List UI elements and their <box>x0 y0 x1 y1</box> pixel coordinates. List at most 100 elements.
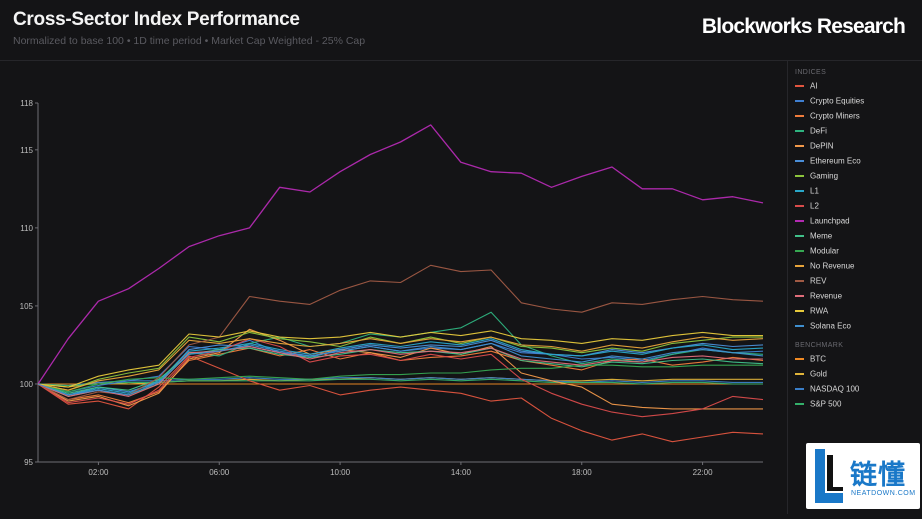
watermark-text-en: NEATDOWN.COM <box>851 490 916 497</box>
legend-item-nasdaq-100[interactable]: NASDAQ 100 <box>795 384 859 396</box>
legend-swatch <box>795 249 804 252</box>
watermark-text-cn: 链懂 <box>850 460 906 490</box>
legend-swatch <box>795 309 804 312</box>
legend-swatch <box>795 387 804 390</box>
series-line-l1 <box>37 338 764 396</box>
legend-swatch <box>795 402 804 405</box>
chart-subtitle: Normalized to base 100 • 1D time period … <box>13 35 366 47</box>
legend-label: Meme <box>810 231 833 241</box>
legend-heading-benchmark: BENCHMARK <box>795 342 844 349</box>
legend-swatch <box>795 234 804 237</box>
series-line-rev <box>37 264 764 401</box>
y-tick-label: 105 <box>20 302 34 311</box>
legend-swatch <box>795 84 804 87</box>
series-line-rwa <box>37 330 763 388</box>
x-tick-label: 18:00 <box>572 468 593 477</box>
legend-swatch <box>795 204 804 207</box>
legend-label: AI <box>810 81 818 91</box>
legend-swatch <box>795 264 804 267</box>
chart-area: 95 100 105 110 115 118 02:00 06:00 10:00 14:00 18:… <box>0 61 786 514</box>
legend-item-crypto-miners[interactable]: Crypto Miners <box>795 111 860 123</box>
legend-label: No Revenue <box>810 261 855 271</box>
legend-label: S&P 500 <box>810 399 842 409</box>
legend-swatch <box>795 357 804 360</box>
legend-item-rev[interactable]: REV <box>795 276 826 288</box>
x-tick-label: 02:00 <box>88 468 109 477</box>
legend-label: Launchpad <box>810 216 850 226</box>
legend-item-revenue[interactable]: Revenue <box>795 291 842 303</box>
legend-label: Modular <box>810 246 839 256</box>
series-line-depin <box>37 328 763 410</box>
legend-label: REV <box>810 276 827 286</box>
neatdown-logo-icon <box>815 449 843 503</box>
legend-item-depin[interactable]: DePIN <box>795 141 834 153</box>
series-line-no-revenue <box>37 336 764 391</box>
y-tick-label: 115 <box>20 146 33 155</box>
x-tick-label: 22:00 <box>693 468 714 477</box>
series-line-revenue <box>37 345 763 397</box>
y-tick-label: 110 <box>20 224 33 233</box>
legend-swatch <box>795 129 804 132</box>
legend-label: DeFi <box>810 126 827 136</box>
legend-item-no-revenue[interactable]: No Revenue <box>795 261 854 273</box>
legend-label: Solana Eco <box>810 321 851 331</box>
legend-label: Ethereum Eco <box>810 156 861 166</box>
legend-item-solana-eco[interactable]: Solana Eco <box>795 321 851 333</box>
legend-swatch <box>795 279 804 282</box>
brand-logo: Blockworks Research <box>701 15 906 38</box>
y-tick-label: 100 <box>20 380 34 389</box>
legend-swatch <box>795 219 804 222</box>
legend-label: RWA <box>810 306 829 316</box>
y-tick-label: 118 <box>20 99 33 108</box>
legend-item-gaming[interactable]: Gaming <box>795 171 838 183</box>
legend-swatch <box>795 99 804 102</box>
series-line-meme <box>37 347 764 394</box>
legend-item-modular[interactable]: Modular <box>795 246 839 258</box>
legend-item-rwa[interactable]: RWA <box>795 306 828 318</box>
legend-item-ethereum-eco[interactable]: Ethereum Eco <box>795 156 861 168</box>
legend-label: DePIN <box>810 141 834 151</box>
series-lines <box>37 124 764 443</box>
y-tick-label: 95 <box>24 458 33 467</box>
line-chart: 95 100 105 110 115 118 02:00 06:00 10:00 14:00 18:… <box>20 99 764 477</box>
legend-swatch <box>795 114 804 117</box>
legend-item-s-p-500[interactable]: S&P 500 <box>795 399 841 411</box>
legend-item-crypto-equities[interactable]: Crypto Equities <box>795 96 864 108</box>
legend-item-meme[interactable]: Meme <box>795 231 832 243</box>
legend-swatch <box>795 324 804 327</box>
legend-item-defi[interactable]: DeFi <box>795 126 827 138</box>
legend-label: Gaming <box>810 171 839 181</box>
legend-label: L2 <box>810 201 819 211</box>
header: Cross-Sector Index Performance Normalize… <box>0 0 922 61</box>
legend-item-gold[interactable]: Gold <box>795 369 827 381</box>
legend-label: L1 <box>810 186 819 196</box>
legend-item-l2[interactable]: L2 <box>795 201 819 213</box>
legend-label: BTC <box>810 354 826 364</box>
legend-label: Revenue <box>810 291 843 301</box>
series-line-solana-eco <box>37 342 764 396</box>
legend-item-launchpad[interactable]: Launchpad <box>795 216 850 228</box>
legend-swatch <box>795 159 804 162</box>
x-tick-label: 14:00 <box>451 468 472 477</box>
legend-label: NASDAQ 100 <box>810 384 860 394</box>
x-tick-label: 10:00 <box>330 468 351 477</box>
legend-label: Crypto Equities <box>810 96 865 106</box>
series-line-ai <box>37 355 764 443</box>
series-line-l2 <box>37 338 764 418</box>
legend-swatch <box>795 144 804 147</box>
legend-item-ai[interactable]: AI <box>795 81 818 93</box>
legend-label: Crypto Miners <box>810 111 860 121</box>
legend-swatch <box>795 294 804 297</box>
watermark: 链懂 NEATDOWN.COM <box>806 443 920 509</box>
legend-label: Gold <box>810 369 827 379</box>
legend-swatch <box>795 372 804 375</box>
axes: 95 100 105 110 115 118 02:00 06:00 10:00 14:00 18:… <box>20 99 763 477</box>
legend-swatch <box>795 189 804 192</box>
chart-title: Cross-Sector Index Performance <box>13 9 300 30</box>
legend-heading-indices: INDICES <box>795 69 827 76</box>
legend-item-btc[interactable]: BTC <box>795 354 826 366</box>
x-tick-label: 06:00 <box>209 468 230 477</box>
legend-item-l1[interactable]: L1 <box>795 186 819 198</box>
legend: INDICES BENCHMARK AI Crypto Equities Crypt… <box>787 61 922 514</box>
series-line-launchpad <box>37 124 764 385</box>
